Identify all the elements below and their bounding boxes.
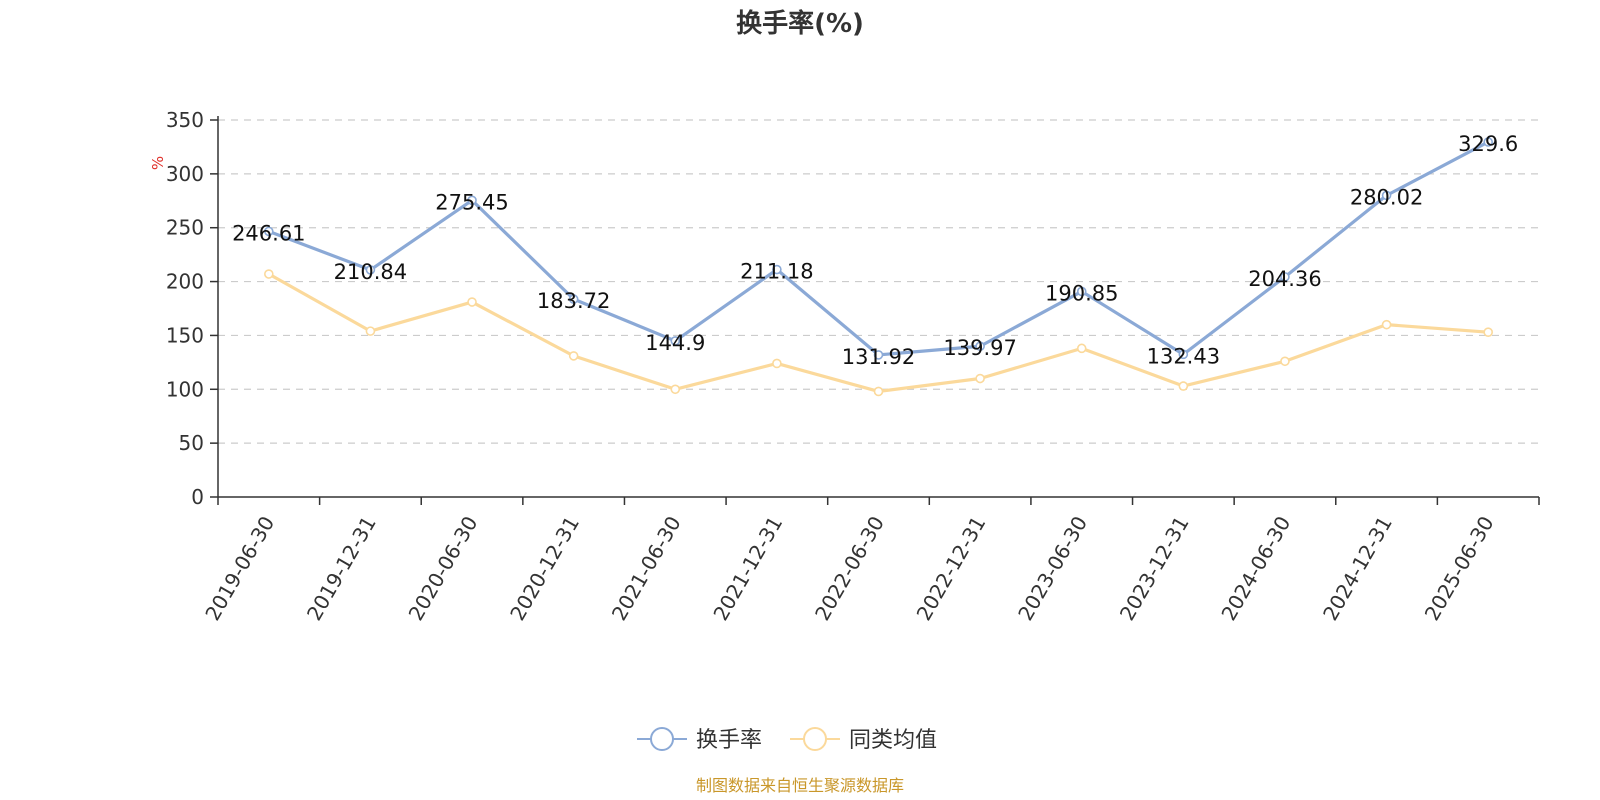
data-point[interactable]	[975, 373, 985, 384]
data-point[interactable]	[1280, 272, 1290, 282]
data-point[interactable]	[467, 297, 477, 307]
y-tick-label: 100	[166, 377, 204, 401]
data-label: 210.84	[334, 260, 407, 284]
data-label: 280.02	[1350, 185, 1423, 209]
x-tick-label: 2023-12-31	[1115, 512, 1194, 625]
x-tick-label: 2025-06-30	[1420, 512, 1499, 625]
y-tick-label: 0	[191, 485, 204, 509]
x-tick-label: 2023-06-30	[1013, 512, 1092, 625]
data-point[interactable]	[568, 294, 579, 304]
data-label: 211.18	[740, 260, 813, 284]
data-point[interactable]	[365, 265, 376, 275]
series-group	[264, 137, 1493, 397]
data-point[interactable]	[1280, 356, 1290, 367]
data-label: 329.6	[1458, 132, 1518, 156]
y-axis-unit: %	[149, 156, 167, 170]
x-tick-label: 2020-06-30	[404, 512, 483, 625]
data-labels: 246.61 210.84 275.45 183.72 144.9 211.18 131.9…	[232, 132, 1518, 369]
data-point[interactable]	[1178, 381, 1189, 391]
data-label: 190.85	[1045, 281, 1118, 305]
y-tick-label: 300	[166, 162, 204, 186]
data-point[interactable]	[1381, 319, 1392, 330]
x-tick-label: 2024-12-31	[1318, 512, 1397, 625]
legend-label-0[interactable]: 换手率	[696, 728, 762, 753]
legend-marker-0[interactable]	[650, 727, 674, 751]
data-point[interactable]	[568, 351, 579, 361]
data-point[interactable]	[1483, 327, 1493, 337]
data-point[interactable]	[1483, 137, 1493, 147]
data-label: 204.36	[1248, 267, 1321, 291]
series-line-0	[268, 140, 1489, 357]
data-point[interactable]	[1076, 343, 1087, 354]
y-tick-label: 50	[179, 431, 204, 455]
x-tick-label: 2022-06-30	[810, 512, 889, 625]
data-label: 275.45	[435, 190, 508, 214]
data-point[interactable]	[873, 386, 884, 397]
y-tick-label: 350	[166, 108, 204, 132]
data-point[interactable]	[772, 358, 782, 369]
data-point[interactable]	[264, 269, 274, 279]
x-tick-label: 2021-06-30	[607, 512, 686, 625]
legend-marker-1[interactable]	[803, 727, 827, 751]
x-tick-label: 2019-12-31	[302, 512, 381, 625]
data-label: 139.97	[943, 336, 1016, 360]
x-tick-label: 2024-06-30	[1216, 512, 1295, 625]
y-tick-label: 200	[166, 270, 204, 294]
data-point[interactable]	[670, 336, 681, 346]
x-tick-label: 2022-12-31	[912, 512, 991, 625]
data-point[interactable]	[365, 326, 376, 336]
data-point[interactable]	[975, 341, 985, 352]
source-note: 制图数据来自恒生聚源数据库	[696, 776, 904, 795]
data-point[interactable]	[873, 350, 884, 360]
data-label: 132.43	[1147, 344, 1220, 368]
data-point[interactable]	[264, 226, 274, 237]
data-point[interactable]	[1178, 349, 1189, 360]
legend[interactable]: 换手率 同类均值	[637, 727, 937, 753]
data-point[interactable]	[670, 384, 681, 395]
legend-label-1[interactable]: 同类均值	[849, 728, 937, 753]
data-point[interactable]	[1381, 190, 1392, 201]
data-point[interactable]	[467, 195, 477, 206]
y-tick-label: 250	[166, 216, 204, 240]
data-label: 131.92	[842, 345, 915, 369]
chart-title: 换手率(%)	[736, 8, 864, 39]
y-tick-label: 150	[166, 323, 204, 347]
data-label: 183.72	[537, 289, 610, 313]
data-label: 144.9	[645, 331, 705, 355]
data-point[interactable]	[772, 264, 782, 275]
x-tick-label: 2019-06-30	[200, 512, 279, 625]
data-label: 246.61	[232, 221, 305, 245]
series-line-1	[268, 272, 1489, 394]
x-tick-label: 2021-12-31	[708, 512, 787, 625]
data-point[interactable]	[1076, 286, 1087, 297]
x-tick-label: 2020-12-31	[505, 512, 584, 625]
